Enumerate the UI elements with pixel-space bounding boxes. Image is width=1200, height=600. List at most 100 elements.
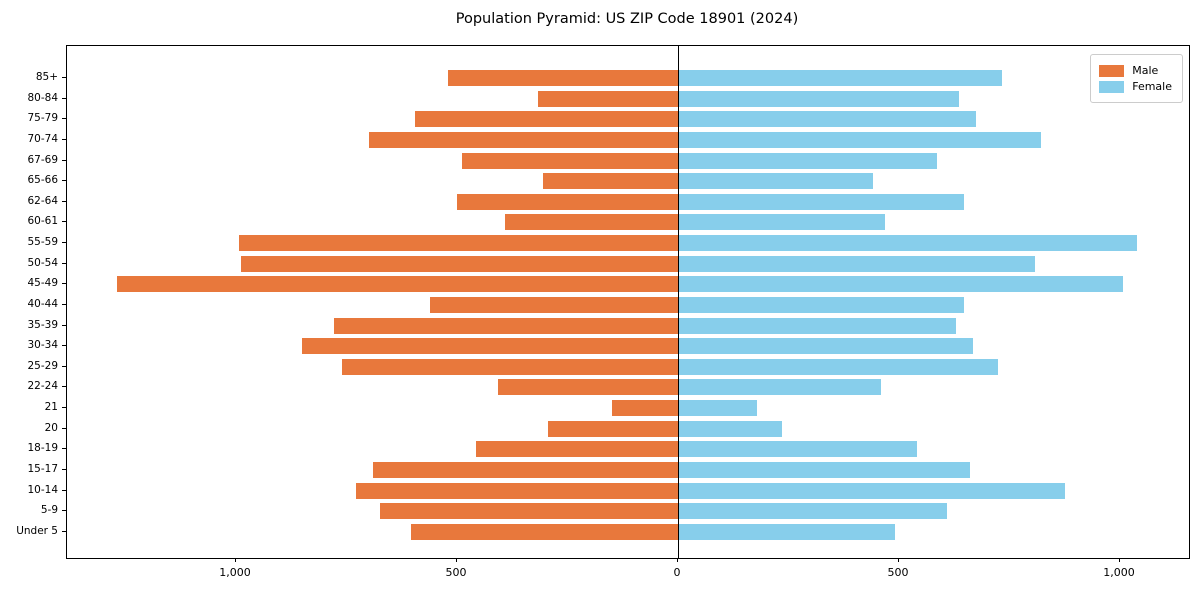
x-tick-label-0: 0 — [673, 566, 681, 579]
female-bar-40-44 — [679, 297, 964, 313]
legend-label-male: Male — [1132, 64, 1159, 77]
female-bar-85+ — [679, 70, 1002, 86]
female-bar-45-49 — [679, 276, 1123, 292]
y-tick-label-80-84: 80-84 — [27, 92, 58, 104]
y-tick-label-85+: 85+ — [35, 71, 58, 83]
male-bar-40-44 — [430, 297, 678, 313]
y-tick-mark — [62, 139, 66, 140]
y-tick-mark — [62, 325, 66, 326]
y-tick-label-20: 20 — [44, 422, 58, 434]
male-bar-85+ — [448, 70, 678, 86]
zero-axis-line — [678, 46, 679, 558]
female-bar-35-39 — [679, 318, 956, 334]
female-bar-22-24 — [679, 379, 881, 395]
female-bar-5-9 — [679, 503, 947, 519]
legend-item-female: Female — [1099, 80, 1172, 93]
male-bar-80-84 — [538, 91, 678, 107]
y-tick-label-70-74: 70-74 — [27, 133, 58, 145]
y-tick-label-18-19: 18-19 — [27, 442, 58, 454]
legend-item-male: Male — [1099, 64, 1172, 77]
y-tick-mark — [62, 490, 66, 491]
female-bar-30-34 — [679, 338, 973, 354]
female-bar-75-79 — [679, 111, 976, 127]
male-bar-20 — [548, 421, 678, 437]
female-bar-62-64 — [679, 194, 964, 210]
legend-label-female: Female — [1132, 80, 1172, 93]
female-bar-15-17 — [679, 462, 970, 478]
female-bar-20 — [679, 421, 782, 437]
male-bar-5-9 — [380, 503, 678, 519]
x-tick-mark — [677, 558, 678, 562]
y-tick-mark — [62, 531, 66, 532]
female-bar-10-14 — [679, 483, 1065, 499]
y-tick-label-Under 5: Under 5 — [16, 525, 58, 537]
male-bar-55-59 — [239, 235, 678, 251]
y-tick-mark — [62, 180, 66, 181]
y-tick-label-35-39: 35-39 — [27, 319, 58, 331]
female-bar-25-29 — [679, 359, 998, 375]
male-bar-67-69 — [462, 153, 678, 169]
male-bar-60-61 — [505, 214, 678, 230]
male-bar-10-14 — [356, 483, 678, 499]
x-tick-label-500: 500 — [887, 566, 909, 579]
female-bar-67-69 — [679, 153, 937, 169]
y-tick-label-60-61: 60-61 — [27, 215, 58, 227]
y-tick-label-55-59: 55-59 — [27, 236, 58, 248]
y-tick-label-22-24: 22-24 — [27, 380, 58, 392]
y-tick-mark — [62, 77, 66, 78]
female-bar-55-59 — [679, 235, 1137, 251]
y-tick-mark — [62, 345, 66, 346]
female-color-swatch — [1099, 80, 1125, 93]
female-bar-21 — [679, 400, 757, 416]
y-tick-label-30-34: 30-34 — [27, 339, 58, 351]
y-tick-label-65-66: 65-66 — [27, 174, 58, 186]
male-bar-18-19 — [476, 441, 678, 457]
female-bar-80-84 — [679, 91, 959, 107]
y-tick-mark — [62, 118, 66, 119]
y-tick-label-40-44: 40-44 — [27, 298, 58, 310]
y-tick-label-5-9: 5-9 — [40, 504, 58, 516]
y-tick-label-62-64: 62-64 — [27, 195, 58, 207]
y-tick-mark — [62, 366, 66, 367]
y-tick-label-25-29: 25-29 — [27, 360, 58, 372]
male-color-swatch — [1099, 64, 1125, 77]
x-tick-mark — [1119, 558, 1120, 562]
x-tick-label-1,000: 1,000 — [219, 566, 251, 579]
male-bar-35-39 — [334, 318, 678, 334]
x-tick-mark — [235, 558, 236, 562]
male-bar-30-34 — [302, 338, 678, 354]
y-tick-mark — [62, 407, 66, 408]
y-tick-mark — [62, 448, 66, 449]
y-tick-mark — [62, 263, 66, 264]
male-bar-50-54 — [241, 256, 678, 272]
male-bar-22-24 — [498, 379, 678, 395]
male-bar-15-17 — [373, 462, 678, 478]
y-tick-mark — [62, 98, 66, 99]
male-bar-75-79 — [415, 111, 678, 127]
female-bar-Under 5 — [679, 524, 895, 540]
y-tick-mark — [62, 469, 66, 470]
x-tick-mark — [456, 558, 457, 562]
female-bar-70-74 — [679, 132, 1041, 148]
y-tick-label-67-69: 67-69 — [27, 154, 58, 166]
y-tick-mark — [62, 510, 66, 511]
y-tick-label-21: 21 — [44, 401, 58, 413]
y-tick-mark — [62, 221, 66, 222]
female-bar-50-54 — [679, 256, 1035, 272]
x-tick-label-500: 500 — [445, 566, 467, 579]
y-tick-mark — [62, 283, 66, 284]
y-tick-label-75-79: 75-79 — [27, 112, 58, 124]
plot-area: Male Female — [66, 45, 1190, 559]
y-tick-mark — [62, 160, 66, 161]
chart-title: Population Pyramid: US ZIP Code 18901 (2… — [455, 11, 799, 27]
female-bar-65-66 — [679, 173, 873, 189]
legend: Male Female — [1090, 54, 1183, 103]
y-tick-mark — [62, 242, 66, 243]
y-tick-mark — [62, 428, 66, 429]
y-tick-mark — [62, 304, 66, 305]
female-bar-18-19 — [679, 441, 917, 457]
male-bar-25-29 — [342, 359, 678, 375]
y-tick-mark — [62, 201, 66, 202]
female-bar-60-61 — [679, 214, 885, 230]
x-tick-mark — [898, 558, 899, 562]
